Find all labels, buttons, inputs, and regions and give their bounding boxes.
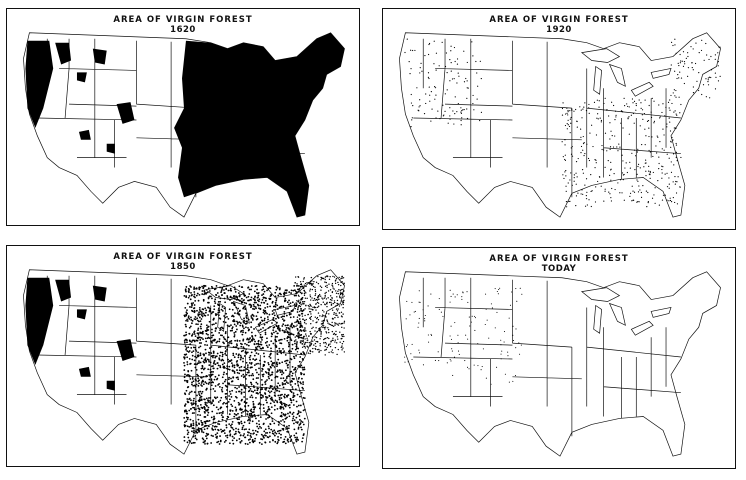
map-title: AREA OF VIRGIN FOREST 1620 — [7, 15, 359, 35]
map-year: 1920 — [546, 25, 572, 35]
map-panel-1850: AREA OF VIRGIN FOREST 1850 — [6, 245, 360, 467]
forest-stipple — [183, 275, 346, 445]
forest-remnant-dots — [404, 38, 721, 208]
map-title: AREA OF VIRGIN FOREST 1850 — [7, 252, 359, 272]
us-map-1920 — [399, 32, 721, 218]
forest-remnant-dots — [404, 287, 523, 385]
us-map-today — [399, 271, 721, 457]
map-panel-1620: AREA OF VIRGIN FOREST 1620 — [6, 8, 360, 226]
map-title: AREA OF VIRGIN FOREST 1920 — [383, 15, 735, 35]
us-map-1850 — [23, 269, 346, 455]
map-title-text: AREA OF VIRGIN FOREST — [489, 15, 629, 25]
map-year: TODAY — [541, 264, 577, 274]
map-title-text: AREA OF VIRGIN FOREST — [113, 15, 253, 25]
map-year: 1850 — [170, 262, 196, 272]
map-title-text: AREA OF VIRGIN FOREST — [113, 252, 253, 262]
map-panel-1920: AREA OF VIRGIN FOREST 1920 — [382, 8, 736, 230]
map-title: AREA OF VIRGIN FOREST TODAY — [383, 254, 735, 274]
map-year: 1620 — [170, 25, 196, 35]
us-map-1620 — [23, 32, 345, 218]
map-title-text: AREA OF VIRGIN FOREST — [489, 254, 629, 264]
map-panel-today: AREA OF VIRGIN FOREST TODAY — [382, 247, 736, 469]
